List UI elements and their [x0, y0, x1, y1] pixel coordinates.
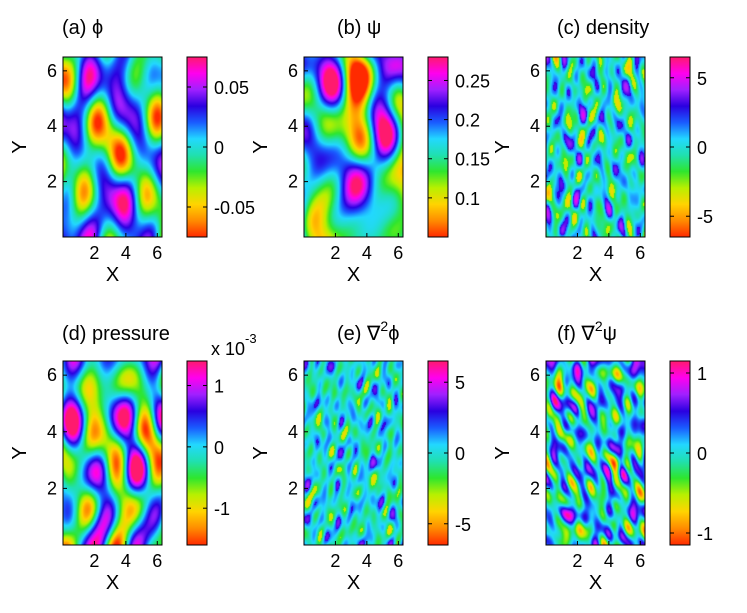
y-tick-label: 2	[530, 478, 540, 498]
panel-title: (b) ψ	[337, 17, 381, 39]
y-tick-label: 4	[288, 116, 298, 136]
x-tick-label: 4	[604, 243, 614, 263]
y-tick-label: 6	[288, 61, 298, 81]
y-axis-label: Y	[9, 140, 31, 153]
x-tick-label: 4	[121, 551, 131, 571]
panel-title: (d) pressure	[62, 323, 170, 345]
y-tick-label: 2	[47, 478, 57, 498]
colorbar-tick-label: 0.05	[214, 78, 249, 98]
heatmap-image	[546, 57, 645, 237]
colorbar-tick-label: 0	[214, 138, 224, 158]
colorbar-tick-label: -1	[697, 524, 713, 544]
x-tick-label: 2	[89, 551, 99, 571]
colorbar-tick-label: 5	[455, 373, 465, 393]
colorbar-tick-label: 0	[697, 444, 707, 464]
colorbar-tick-label: 0.1	[455, 189, 480, 209]
panel-title: (e) ∇2ϕ	[337, 318, 399, 345]
x-tick-label: 6	[635, 243, 645, 263]
plot-frame	[545, 56, 646, 238]
colorbar-tick-label: 0	[697, 138, 707, 158]
y-tick-label: 4	[530, 422, 540, 442]
y-tick-label: 4	[288, 422, 298, 442]
colorbar-tick-label: 0.25	[455, 71, 490, 91]
x-tick-label: 2	[330, 243, 340, 263]
x-tick-label: 2	[572, 243, 582, 263]
x-axis-label: X	[589, 572, 602, 594]
x-tick-label: 6	[152, 243, 162, 263]
colorbar-tick-label: -1	[214, 499, 230, 519]
panel-title: (a) ϕ	[62, 17, 103, 39]
panel-a: (a) ϕ 2 4 6 2 4 6 X Y 0.05 0 -0.05	[9, 17, 255, 286]
plot-frame	[303, 360, 404, 546]
colorbar-tick-label: -5	[455, 515, 471, 535]
x-tick-label: 4	[121, 243, 131, 263]
x-tick-label: 2	[89, 243, 99, 263]
x-tick-label: 4	[362, 243, 372, 263]
y-tick-label: 4	[47, 422, 57, 442]
x-tick-label: 4	[604, 551, 614, 571]
y-tick-label: 6	[288, 365, 298, 385]
heatmap-image	[546, 361, 645, 545]
colorbar	[427, 56, 449, 238]
panel-d: (d) pressure 2 4 6 2 4 6 X Y 1 0 -1 x 10-3	[9, 323, 257, 594]
x-tick-label: 2	[572, 551, 582, 571]
heatmap-image	[304, 361, 403, 545]
y-axis-label: Y	[492, 446, 514, 459]
heatmap-image	[304, 57, 403, 237]
x-tick-label: 6	[393, 551, 403, 571]
panel-b: (b) ψ 2 4 6 2 4 6 X Y 0.25 0.2 0.15 0.1	[250, 17, 490, 286]
x-axis-label: X	[106, 572, 119, 594]
y-tick-label: 4	[47, 116, 57, 136]
colorbar	[186, 360, 208, 546]
y-tick-label: 2	[530, 172, 540, 192]
x-tick-label: 4	[362, 551, 372, 571]
y-tick-label: 2	[47, 172, 57, 192]
x-axis-label: X	[347, 264, 360, 286]
x-axis-label: X	[347, 572, 360, 594]
colorbar-tick-label: -5	[697, 207, 713, 227]
heatmap-image	[63, 361, 162, 545]
panel-c: (c) density 2 4 6 2 4 6 X Y 5 0 -5	[492, 17, 713, 286]
colorbar-tick-label: 5	[697, 69, 707, 89]
colorbar-exponent: x 10-3	[211, 331, 257, 359]
x-tick-label: 6	[152, 551, 162, 571]
x-tick-label: 6	[393, 243, 403, 263]
y-axis-label: Y	[492, 140, 514, 153]
x-tick-label: 6	[635, 551, 645, 571]
panel-title: (f) ∇2ψ	[557, 318, 617, 345]
y-tick-label: 2	[288, 172, 298, 192]
colorbar-tick-label: 0.15	[455, 150, 490, 170]
colorbar-tick-label: 1	[214, 377, 224, 397]
y-tick-label: 6	[47, 61, 57, 81]
x-tick-label: 2	[330, 551, 340, 571]
y-tick-label: 2	[288, 478, 298, 498]
colorbar-tick-label: 0	[455, 444, 465, 464]
y-axis-label: Y	[250, 140, 272, 153]
panel-title: (c) density	[557, 17, 649, 39]
heatmap-image	[63, 57, 162, 237]
colorbar-tick-label: 0	[214, 438, 224, 458]
y-tick-label: 6	[47, 365, 57, 385]
colorbar-tick-label: 1	[697, 364, 707, 384]
y-axis-label: Y	[9, 446, 31, 459]
colorbar-tick-label: 0.2	[455, 111, 480, 131]
y-axis-label: Y	[250, 446, 272, 459]
x-axis-label: X	[589, 264, 602, 286]
y-tick-label: 6	[530, 365, 540, 385]
plot-frame	[62, 56, 163, 238]
plot-frame	[62, 360, 163, 546]
colorbar-tick-label: -0.05	[214, 198, 255, 218]
panel-f: (f) ∇2ψ 2 4 6 2 4 6 X Y 1 0 -1	[492, 318, 713, 594]
y-tick-label: 4	[530, 116, 540, 136]
plot-frame	[545, 360, 646, 546]
x-axis-label: X	[106, 264, 119, 286]
plot-frame	[303, 56, 404, 238]
panel-e: (e) ∇2ϕ 2 4 6 2 4 6 X Y 5 0 -5	[250, 318, 471, 594]
y-tick-label: 6	[530, 61, 540, 81]
